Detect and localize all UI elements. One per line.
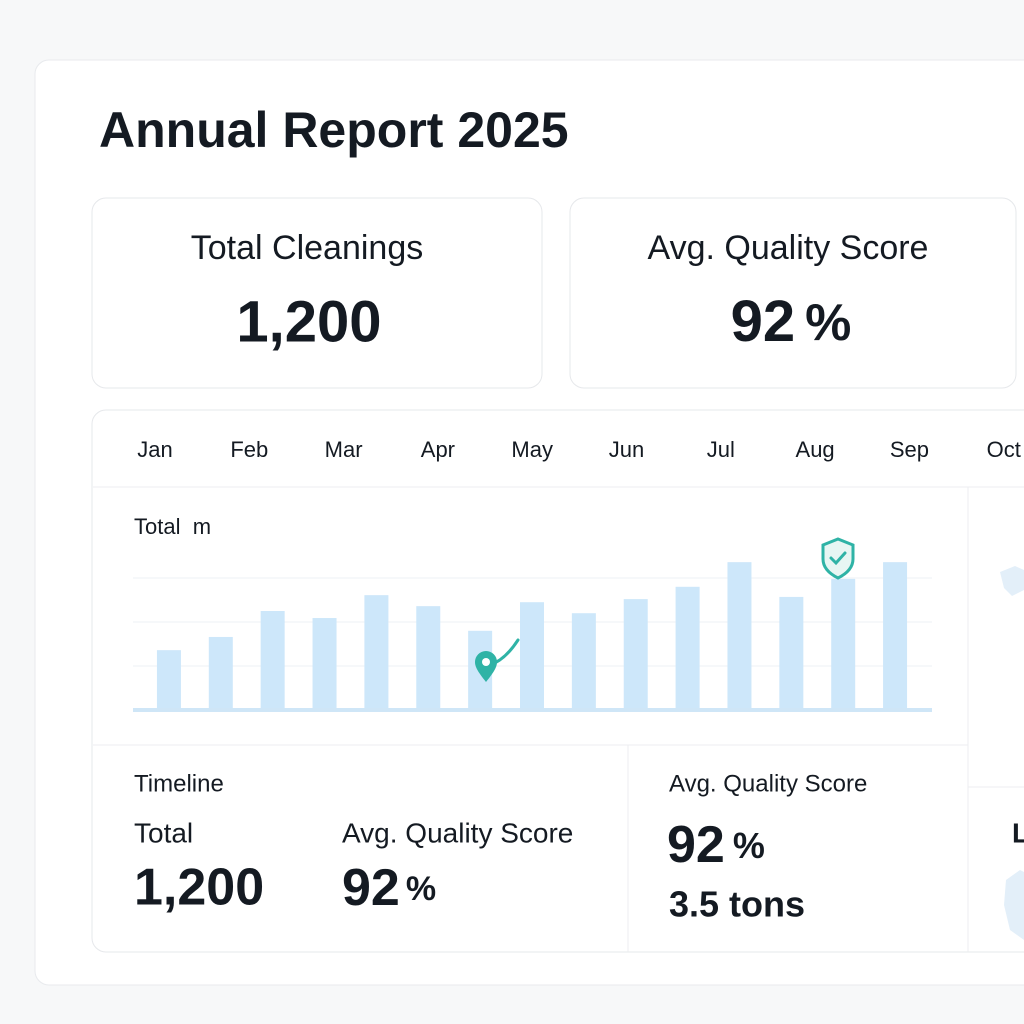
report-title: Annual Report 2025 bbox=[99, 102, 569, 158]
pin bbox=[475, 651, 497, 682]
stat-label: Avg. Quality Score bbox=[648, 229, 929, 267]
metric-number: 92 bbox=[667, 816, 725, 874]
bar bbox=[831, 578, 856, 710]
month-label: Jun bbox=[609, 437, 644, 462]
check bbox=[829, 551, 847, 566]
bar-chart bbox=[133, 562, 932, 712]
metric-value: 92% bbox=[342, 859, 436, 917]
map-shape bbox=[1000, 566, 1024, 596]
month-label: Oct bbox=[987, 437, 1021, 462]
shield bbox=[821, 537, 855, 580]
month-row: Jan Feb Mar Apr May Jun Jul Aug Sep Oct bbox=[137, 437, 1021, 462]
metric-number: 92 bbox=[342, 859, 400, 917]
metric-label: Avg. Quality Score bbox=[669, 770, 867, 797]
chart-title: Total m bbox=[134, 514, 211, 539]
stat-value: 92% bbox=[731, 289, 852, 354]
stat-number: 92 bbox=[731, 289, 796, 354]
bar bbox=[260, 611, 285, 710]
stat-card bbox=[91, 197, 543, 389]
month-label: Sep bbox=[890, 437, 929, 462]
metric-label: Total bbox=[134, 817, 193, 848]
map-shape bbox=[1004, 870, 1024, 940]
bar bbox=[675, 586, 700, 710]
metric-value: 92% bbox=[667, 816, 765, 874]
pin-icon bbox=[475, 638, 520, 682]
shield-icon bbox=[821, 537, 855, 580]
metric-unit: % bbox=[406, 870, 436, 908]
month-label: Jul bbox=[707, 437, 735, 462]
bar bbox=[883, 562, 908, 710]
month-label: Mar bbox=[325, 437, 363, 462]
cut-label: L bbox=[1012, 817, 1024, 848]
bar bbox=[156, 650, 181, 710]
bar bbox=[416, 606, 441, 710]
metric-label: Avg. Quality Score bbox=[342, 817, 573, 848]
stat-unit: % bbox=[805, 294, 851, 352]
stat-label: Total Cleanings bbox=[191, 229, 423, 267]
bar bbox=[520, 602, 544, 710]
month-label: Apr bbox=[421, 437, 455, 462]
month-label: Feb bbox=[230, 437, 268, 462]
bar bbox=[208, 636, 233, 710]
metric-weight: 3.5 tons bbox=[669, 884, 805, 925]
metric-unit: % bbox=[733, 825, 765, 866]
bar bbox=[727, 562, 752, 710]
stat-value: 1,200 bbox=[236, 289, 381, 354]
bar bbox=[623, 599, 648, 710]
month-label: Aug bbox=[796, 437, 835, 462]
stat-card bbox=[569, 197, 1017, 389]
month-label: Jan bbox=[137, 437, 172, 462]
pin-dot bbox=[482, 658, 490, 666]
bar bbox=[312, 618, 337, 710]
bar bbox=[571, 613, 596, 710]
metric-value: 1,200 bbox=[134, 859, 264, 917]
bar bbox=[779, 596, 804, 710]
chart-card bbox=[91, 409, 1024, 953]
month-label: May bbox=[511, 437, 553, 462]
section-title: Timeline bbox=[134, 770, 224, 797]
bar bbox=[364, 595, 389, 710]
